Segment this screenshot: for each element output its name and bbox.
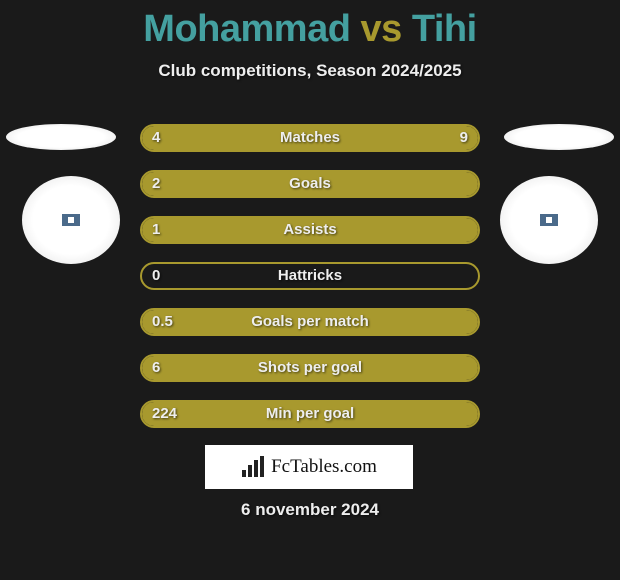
stat-row: 49Matches (140, 124, 480, 152)
footer-date: 6 november 2024 (0, 500, 620, 520)
player2-ellipse (504, 124, 614, 150)
player2-flag-icon (539, 213, 559, 227)
brand-box: FcTables.com (205, 445, 413, 489)
player1-name: Mohammad (143, 8, 350, 50)
player1-avatar-circle (22, 176, 120, 264)
player2-avatar-circle (500, 176, 598, 264)
stat-row: 0.5Goals per match (140, 308, 480, 336)
stat-label: Hattricks (142, 264, 478, 288)
subtitle: Club competitions, Season 2024/2025 (0, 61, 620, 81)
stat-row: 6Shots per goal (140, 354, 480, 382)
stat-label: Goals per match (142, 310, 478, 334)
brand-text: FcTables.com (271, 456, 377, 478)
page-title: Mohammad vs Tihi (0, 0, 620, 51)
stat-label: Matches (142, 126, 478, 150)
stat-row: 2Goals (140, 170, 480, 198)
vs-label: vs (361, 8, 402, 50)
stats-bars: 49Matches 2Goals 1Assists 0Hattricks 0.5Goal… (140, 124, 480, 446)
stat-label: Assists (142, 218, 478, 242)
player2-name: Tihi (412, 8, 477, 50)
stat-row: 0Hattricks (140, 262, 480, 290)
stat-label: Min per goal (142, 402, 478, 426)
player1-ellipse (6, 124, 116, 150)
stat-label: Shots per goal (142, 356, 478, 380)
stat-label: Goals (142, 172, 478, 196)
stat-row: 224Min per goal (140, 400, 480, 428)
player1-flag-icon (61, 213, 81, 227)
stat-row: 1Assists (140, 216, 480, 244)
bar-chart-icon (241, 456, 265, 478)
